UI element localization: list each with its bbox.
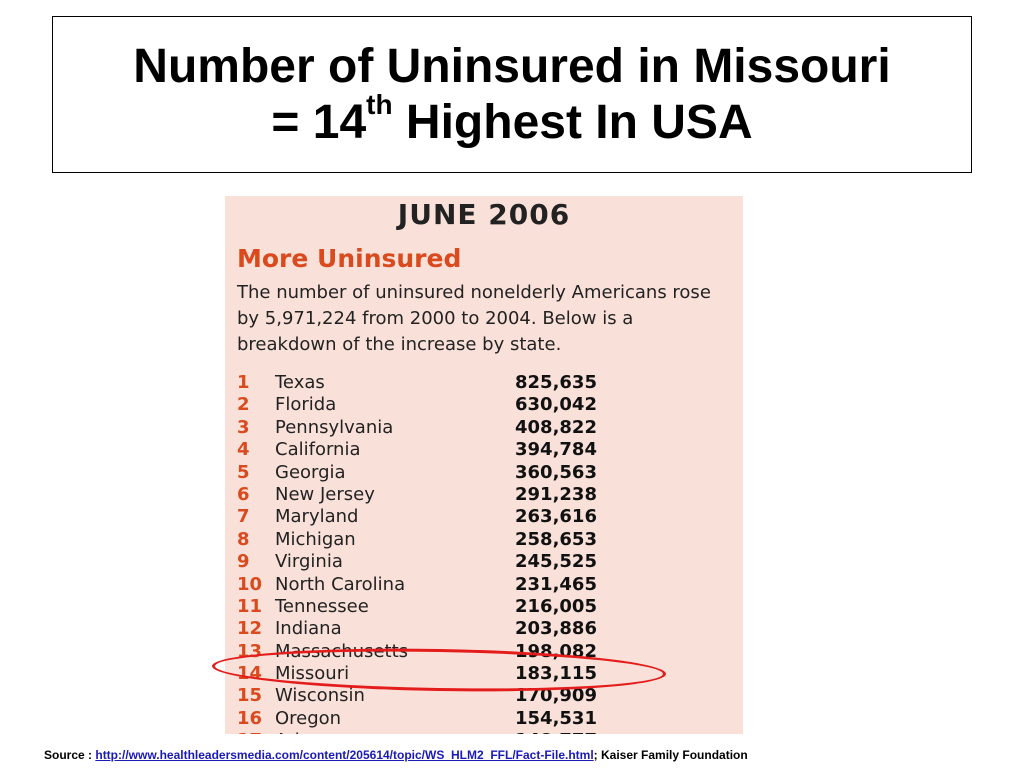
ranking-row: 9 Virginia 245,525 [237,551,727,573]
ranking-list: 1 Texas 825,635 2 Florida 630,042 3 Pennsylvani… [237,372,727,734]
ranking-row: 5 Georgia 360,563 [237,462,727,484]
rank-number: 6 [237,483,250,505]
uninsured-value: 231,465 [515,573,597,595]
source-suffix: ; Kaiser Family Foundation [593,748,748,762]
state-name: North Carolina [275,573,406,595]
state-name: Virginia [275,551,343,573]
uninsured-value: 263,616 [515,506,597,528]
rank-number: 15 [237,685,263,707]
uninsured-value: 825,635 [515,372,597,393]
state-name: Arkansas [275,730,357,734]
slide-title: Number of Uninsured in Missouri = 14th H… [52,16,972,173]
uninsured-value: 360,563 [515,461,597,483]
source-citation: Source : http://www.healthleadersmedia.c… [44,748,748,762]
uninsured-value: 258,653 [515,528,597,550]
clipping-headline: More Uninsured [237,244,462,273]
rank-number: 17 [237,730,262,734]
rank-number: 2 [237,394,250,416]
uninsured-value: 198,082 [515,640,597,662]
state-name: Wisconsin [275,685,365,707]
state-name: Pennsylvania [275,416,394,438]
clipping-date: JUNE 2006 [397,198,571,231]
rank-number: 8 [237,528,250,550]
uninsured-value: 394,784 [515,439,597,461]
source-label: Source : [44,748,96,762]
ranking-row: 10 North Carolina 231,465 [237,574,727,596]
ranking-row: 16 Oregon 154,531 [237,708,727,730]
state-name: Georgia [275,461,346,483]
ranking-row: 13 Massachusetts 198,082 [237,641,727,663]
ranking-row: 17 Arkansas 148,777 [237,730,727,734]
uninsured-value: 170,909 [515,685,597,707]
clipping-description: The number of uninsured nonelderly Ameri… [237,282,711,355]
state-name: California [275,439,361,461]
rank-number: 10 [237,573,263,595]
ranking-row: 7 Maryland 263,616 [237,506,727,528]
rank-number: 5 [237,461,250,483]
rank-number: 4 [237,439,250,461]
ranking-row: 3 Pennsylvania 408,822 [237,417,727,439]
newspaper-clipping: JUNE 2006 More Uninsured The number of u… [225,196,743,734]
ranking-row: 2 Florida 630,042 [237,394,727,416]
state-name: Michigan [275,528,356,550]
uninsured-value: 203,886 [515,618,597,640]
uninsured-value: 408,822 [515,416,597,438]
title-line-1: Number of Uninsured in Missouri [133,39,891,93]
uninsured-value: 216,005 [515,595,597,617]
uninsured-value: 148,777 [515,730,597,734]
rank-number: 3 [237,416,250,438]
ranking-row: 8 Michigan 258,653 [237,529,727,551]
title-line-2-suffix: Highest In USA [405,95,753,149]
rank-number: 1 [237,372,250,393]
rank-number: 16 [237,707,263,729]
uninsured-value: 183,115 [515,663,597,685]
state-name: Oregon [275,707,342,729]
title-superscript: th [366,88,393,120]
state-name: Missouri [275,663,350,685]
ranking-row: 15 Wisconsin 170,909 [237,685,727,707]
state-name: New Jersey [275,483,375,505]
state-name: Maryland [275,506,359,528]
title-line-2: = 14th Highest In USA [271,90,753,151]
state-name: Texas [275,372,325,393]
rank-number: 11 [237,595,263,617]
rank-number: 7 [237,506,250,528]
ranking-row: 6 New Jersey 291,238 [237,484,727,506]
ranking-row: 1 Texas 825,635 [237,372,727,394]
ranking-row: 4 California 394,784 [237,439,727,461]
rank-number: 9 [237,551,250,573]
rank-number: 12 [237,618,263,640]
state-name: Florida [275,394,337,416]
ranking-row: 14 Missouri 183,115 [237,663,727,685]
state-name: Tennessee [275,595,369,617]
ranking-row: 12 Indiana 203,886 [237,618,727,640]
uninsured-value: 154,531 [515,707,597,729]
uninsured-value: 630,042 [515,394,597,416]
uninsured-value: 245,525 [515,551,597,573]
state-name: Indiana [275,618,342,640]
source-link[interactable]: http://www.healthleadersmedia.com/conten… [95,748,594,762]
rank-number: 13 [237,640,263,662]
uninsured-value: 291,238 [515,483,597,505]
rank-number: 14 [237,663,263,685]
title-line-2-prefix: = 14 [271,95,367,149]
ranking-row: 11 Tennessee 216,005 [237,596,727,618]
state-name: Massachusetts [275,640,409,662]
